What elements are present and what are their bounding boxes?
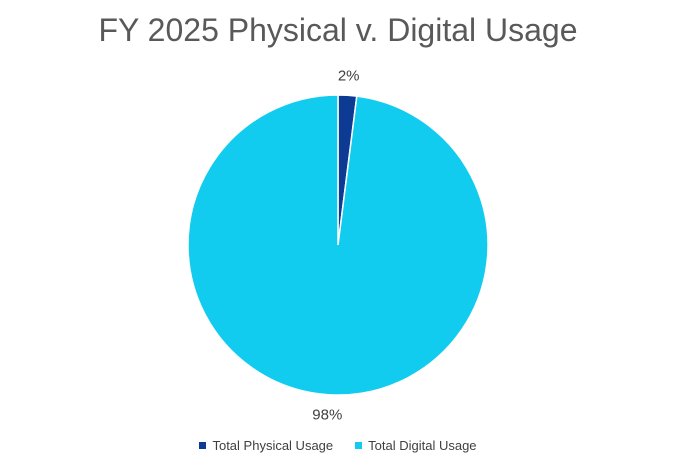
data-label-digital: 98% — [312, 407, 342, 424]
legend: Total Physical Usage Total Digital Usage — [0, 438, 676, 453]
legend-label-digital: Total Digital Usage — [368, 438, 477, 453]
legend-swatch-digital — [355, 442, 363, 449]
chart-title: FY 2025 Physical v. Digital Usage — [98, 12, 578, 48]
data-label-physical: 2% — [338, 67, 360, 84]
pie-slice-digital — [187, 94, 489, 396]
legend-item-physical: Total Physical Usage — [199, 438, 333, 453]
legend-label-physical: Total Physical Usage — [212, 438, 334, 453]
legend-swatch-physical — [199, 442, 207, 449]
legend-item-digital: Total Digital Usage — [355, 438, 477, 453]
